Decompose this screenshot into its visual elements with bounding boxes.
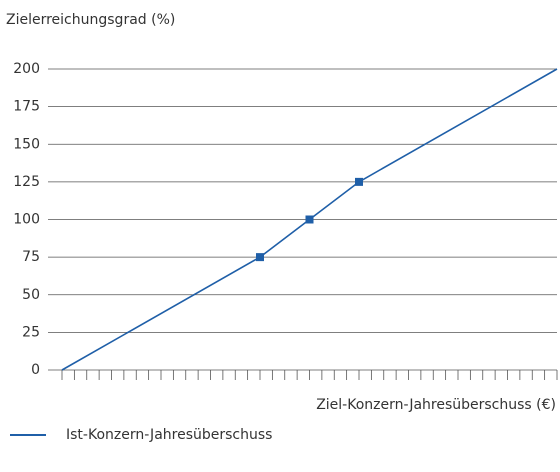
y-tick-label: 0 [31,362,40,378]
marker [256,253,264,262]
y-tick-label: 100 [13,212,40,228]
y-axis-label: Zielerreichungsgrad (%) [6,12,175,28]
y-tick-label: 125 [13,174,40,190]
y-tick-label: 75 [22,249,40,265]
y-tick-label: 200 [13,61,40,77]
y-tick-label: 150 [13,136,40,152]
x-axis-label: Ziel-Konzern-Jahresüberschuss (€) [316,397,556,413]
legend-label: Ist-Konzern-Jahresüberschuss [66,427,272,443]
y-tick-label: 25 [22,324,40,340]
marker [355,177,363,186]
marker [305,215,314,224]
y-tick-label: 50 [22,287,40,303]
y-tick-label: 175 [13,99,40,115]
